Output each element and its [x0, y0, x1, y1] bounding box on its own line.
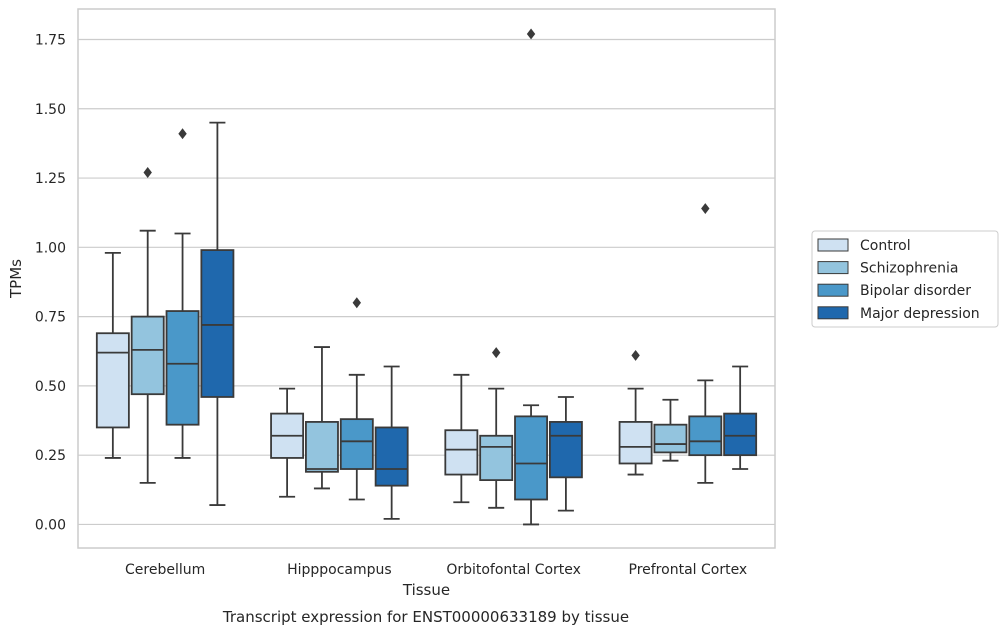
box-bipolar-disorder — [514, 28, 548, 526]
y-tick-label: 1.50 — [35, 102, 66, 118]
box-iqr — [165, 310, 200, 426]
outlier-point — [526, 28, 536, 40]
box-iqr — [688, 415, 723, 457]
y-axis-label: TPMs — [7, 259, 25, 299]
x-tick-label: Cerebellum — [125, 562, 205, 578]
box-schizophrenia — [130, 167, 165, 484]
x-tick-label: Hipppocampus — [287, 562, 392, 578]
x-tick-label: Prefrontal Cortex — [629, 562, 748, 578]
box-major-depression — [200, 121, 235, 506]
legend-label: Control — [860, 238, 911, 254]
chart-caption: Transcript expression for ENST0000063318… — [222, 608, 629, 626]
legend-swatch — [817, 238, 849, 252]
plot-boxes — [95, 28, 758, 526]
box-iqr — [479, 434, 514, 482]
box-major-depression — [374, 365, 409, 520]
legend-swatch — [817, 283, 849, 297]
box-major-depression — [723, 365, 758, 470]
box-iqr — [130, 315, 165, 396]
outlier-point — [178, 128, 187, 140]
outlier-point — [701, 203, 710, 214]
box-schizophrenia — [479, 347, 514, 509]
legend-label: Bipolar disorder — [860, 283, 971, 299]
outlier-point — [143, 167, 152, 178]
y-tick-label: 1.75 — [35, 32, 66, 48]
outlier-point — [492, 347, 501, 359]
box-control — [444, 373, 479, 504]
x-axis-label: Tissue — [402, 581, 450, 599]
outlier-point — [631, 349, 640, 361]
legend-swatch — [817, 306, 849, 320]
box-iqr — [339, 418, 374, 470]
box-schizophrenia — [305, 346, 339, 490]
box-control — [270, 387, 305, 498]
box-iqr — [374, 426, 409, 487]
box-iqr — [653, 423, 688, 454]
box-iqr — [618, 421, 653, 465]
y-tick-labels: 0.00 0.25 0.50 0.75 1.00 1.25 1.50 1.75 — [35, 32, 66, 533]
box-iqr — [514, 415, 548, 501]
box-schizophrenia — [653, 398, 688, 462]
box-bipolar-disorder — [339, 297, 374, 501]
y-tick-label: 0.50 — [35, 379, 66, 395]
y-tick-label: 1.00 — [35, 240, 66, 256]
y-tick-label: 1.25 — [35, 171, 66, 187]
legend: Control Schizophrenia Bipolar disorder Majo… — [811, 230, 999, 328]
legend-label: Major depression — [860, 306, 980, 322]
box-iqr — [548, 421, 583, 479]
outlier-point — [352, 297, 361, 309]
box-iqr — [305, 421, 339, 473]
y-tick-label: 0.00 — [35, 517, 66, 533]
y-tick-label: 0.25 — [35, 448, 66, 464]
box-iqr — [200, 249, 235, 398]
box-iqr — [444, 429, 479, 476]
box-control — [618, 349, 653, 476]
x-tick-labels: Cerebellum Hipppocampus Orbitofontal Corte… — [125, 562, 747, 578]
box-iqr — [95, 332, 130, 429]
plot-frame — [77, 8, 776, 549]
box-iqr — [723, 412, 758, 457]
legend-swatch — [817, 261, 849, 275]
legend-frame — [811, 230, 999, 328]
x-tick-label: Orbitofontal Cortex — [446, 562, 581, 578]
legend-label: Schizophrenia — [860, 261, 958, 277]
y-tick-label: 0.75 — [35, 310, 66, 326]
box-control — [95, 251, 130, 459]
box-bipolar-disorder — [688, 203, 723, 484]
box-major-depression — [548, 396, 583, 512]
box-bipolar-disorder — [165, 128, 200, 459]
